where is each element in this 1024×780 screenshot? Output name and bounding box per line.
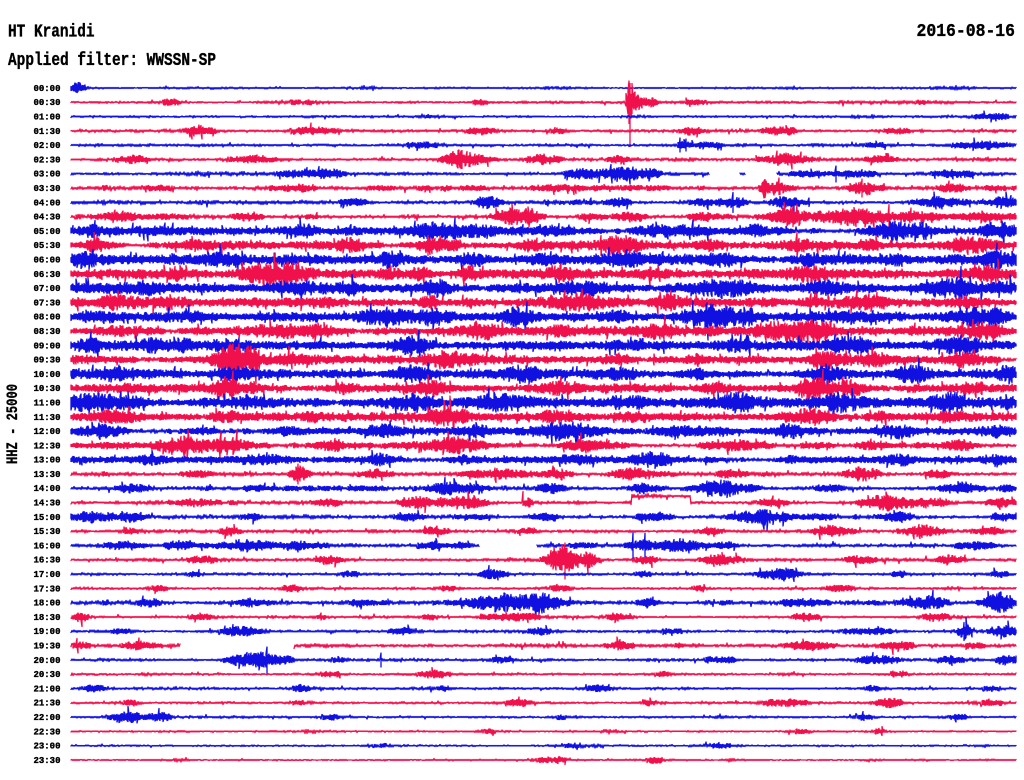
svg-text:21:30: 21:30 [33,699,60,709]
svg-text:02:30: 02:30 [33,155,60,165]
svg-text:10:00: 10:00 [33,370,60,380]
svg-text:19:00: 19:00 [33,627,60,637]
svg-text:08:00: 08:00 [33,313,60,323]
svg-text:06:00: 06:00 [33,256,60,266]
svg-text:22:00: 22:00 [33,713,60,723]
svg-text:05:30: 05:30 [33,241,60,251]
svg-text:03:00: 03:00 [33,170,60,180]
svg-text:21:00: 21:00 [33,684,60,694]
svg-text:12:00: 12:00 [33,427,60,437]
svg-text:13:30: 13:30 [33,470,60,480]
svg-text:09:30: 09:30 [33,356,60,366]
svg-text:20:00: 20:00 [33,656,60,666]
svg-text:17:00: 17:00 [33,570,60,580]
svg-text:03:30: 03:30 [33,184,60,194]
svg-text:Applied filter: WWSSN-SP: Applied filter: WWSSN-SP [8,51,216,71]
svg-text:20:30: 20:30 [33,670,60,680]
svg-text:23:30: 23:30 [33,756,60,766]
svg-text:11:00: 11:00 [33,399,60,409]
svg-text:16:00: 16:00 [33,541,60,551]
svg-text:10:30: 10:30 [33,384,60,394]
svg-text:HT Kranidi: HT Kranidi [8,23,95,43]
svg-text:16:30: 16:30 [33,556,60,566]
svg-text:15:00: 15:00 [33,513,60,523]
svg-text:23:00: 23:00 [33,742,60,752]
svg-text:04:30: 04:30 [33,213,60,223]
svg-text:15:30: 15:30 [33,527,60,537]
svg-text:HHZ - 25000: HHZ - 25000 [4,384,22,464]
svg-text:00:00: 00:00 [33,84,60,94]
svg-text:01:00: 01:00 [33,113,60,123]
svg-text:18:30: 18:30 [33,613,60,623]
svg-text:19:30: 19:30 [33,642,60,652]
svg-text:17:30: 17:30 [33,584,60,594]
svg-text:00:30: 00:30 [33,98,60,108]
svg-text:05:00: 05:00 [33,227,60,237]
svg-text:07:30: 07:30 [33,298,60,308]
svg-text:2016-08-16: 2016-08-16 [917,22,1016,42]
svg-text:04:00: 04:00 [33,198,60,208]
svg-text:09:00: 09:00 [33,341,60,351]
svg-text:08:30: 08:30 [33,327,60,337]
svg-text:14:00: 14:00 [33,484,60,494]
svg-text:01:30: 01:30 [33,127,60,137]
svg-text:18:00: 18:00 [33,599,60,609]
svg-text:12:30: 12:30 [33,441,60,451]
svg-text:02:00: 02:00 [33,141,60,151]
svg-text:14:30: 14:30 [33,499,60,509]
svg-text:11:30: 11:30 [33,413,60,423]
svg-text:13:00: 13:00 [33,456,60,466]
svg-text:22:30: 22:30 [33,727,60,737]
svg-text:06:30: 06:30 [33,270,60,280]
svg-text:07:00: 07:00 [33,284,60,294]
